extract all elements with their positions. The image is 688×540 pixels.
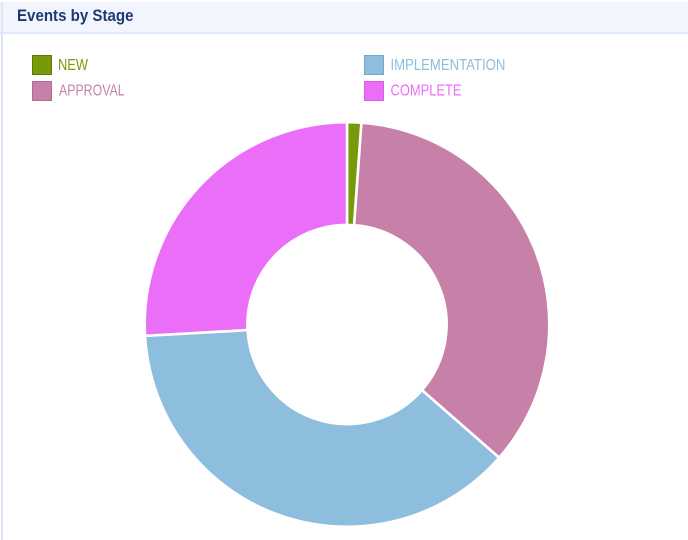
svg-text:IMPLEMENTATION: IMPLEMENTATION xyxy=(391,57,506,74)
svg-text:NEW: NEW xyxy=(58,57,89,74)
svg-text:APPROVAL: APPROVAL xyxy=(59,83,125,100)
svg-text:Events by Stage: Events by Stage xyxy=(17,7,134,25)
svg-text:COMPLETE: COMPLETE xyxy=(391,83,462,100)
